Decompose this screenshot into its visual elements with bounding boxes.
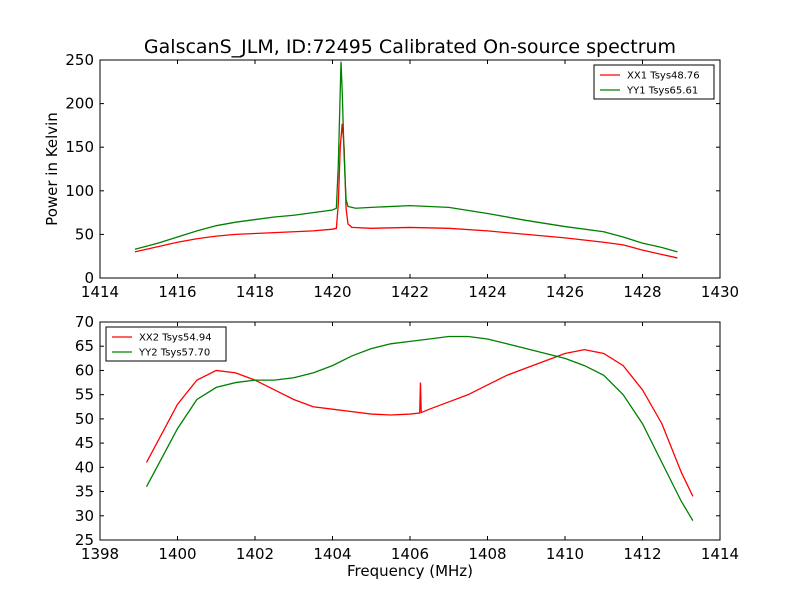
legend-label: XX2 Tsys54.94 [139, 333, 212, 344]
x-tick-label: 1404 [313, 545, 351, 563]
y-tick-label: 55 [75, 386, 94, 404]
x-tick-label: 1430 [701, 283, 739, 301]
y-tick-label: 40 [75, 458, 94, 476]
legend-box [593, 64, 715, 100]
x-tick-label: 1400 [158, 545, 196, 563]
legend-box [105, 326, 227, 362]
legend-label: XX1 Tsys48.76 [627, 71, 700, 82]
x-tick-label: 1412 [623, 545, 661, 563]
x-tick-label: 1416 [158, 283, 196, 301]
figure-title: GalscanS_JLM, ID:72495 Calibrated On-sou… [144, 36, 676, 58]
y-tick-label: 100 [65, 182, 94, 200]
bottom-spectrum-plot: 1398 1400 1402 1404 1406 1408 1410 1412 1414 25 30… [75, 313, 739, 580]
x-axis-label: Frequency (MHz) [347, 562, 473, 580]
x-tick-label: 1410 [546, 545, 584, 563]
x-tick-label: 1402 [236, 545, 274, 563]
y-tick-label: 35 [75, 483, 94, 501]
legend-label: YY2 Tsys57.70 [138, 348, 210, 359]
series-line-2 [134, 61, 678, 253]
x-tick-label: 1422 [391, 283, 429, 301]
y-tick-label: 30 [75, 507, 94, 525]
x-tick-label: 1414 [701, 545, 739, 563]
y-tick-label: 60 [75, 361, 94, 379]
y-tick-label: 25 [75, 531, 94, 549]
y-tick-label: 150 [65, 138, 94, 156]
y-tick-label: 65 [75, 337, 94, 355]
series-line-1 [145, 348, 694, 497]
legend-label: YY1 Tsys65.61 [626, 86, 698, 97]
x-tick-label: 1428 [623, 283, 661, 301]
x-tick-label: 1398 [81, 545, 119, 563]
x-tick-label: 1408 [468, 545, 506, 563]
x-tick-label: 1426 [546, 283, 584, 301]
y-tick-label: 50 [75, 225, 94, 243]
legend: XX2 Tsys54.94 YY2 Tsys57.70 [105, 326, 227, 362]
x-tick-label: 1420 [313, 283, 351, 301]
legend: XX1 Tsys48.76 YY1 Tsys65.61 [593, 64, 715, 100]
y-tick-label: 200 [65, 95, 94, 113]
y-tick-label: 45 [75, 434, 94, 452]
series-line-2 [145, 335, 694, 521]
top-spectrum-plot: 1414 1416 1418 1420 1422 1424 1426 1428 1430 0 50 1… [43, 51, 739, 301]
y-tick-label: 250 [65, 51, 94, 69]
y-axis-label: Power in Kelvin [43, 112, 61, 226]
y-tick-label: 70 [75, 313, 94, 331]
x-tick-label: 1414 [81, 283, 119, 301]
x-tick-label: 1424 [468, 283, 506, 301]
y-tick-label: 0 [84, 269, 94, 287]
x-tick-label: 1406 [391, 545, 429, 563]
y-tick-label: 50 [75, 410, 94, 428]
x-tick-label: 1418 [236, 283, 274, 301]
